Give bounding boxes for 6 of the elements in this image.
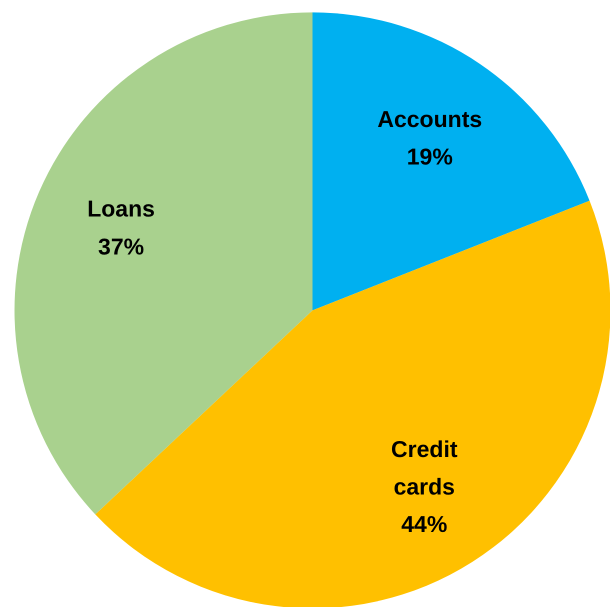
- data-label: 37%: [98, 233, 144, 260]
- slice-label: Loans: [87, 196, 155, 222]
- slice-label: Credit cards: [391, 436, 458, 500]
- data-label: 19%: [406, 144, 453, 170]
- slice-label: Accounts: [377, 106, 482, 132]
- data-label: 44%: [401, 511, 448, 538]
